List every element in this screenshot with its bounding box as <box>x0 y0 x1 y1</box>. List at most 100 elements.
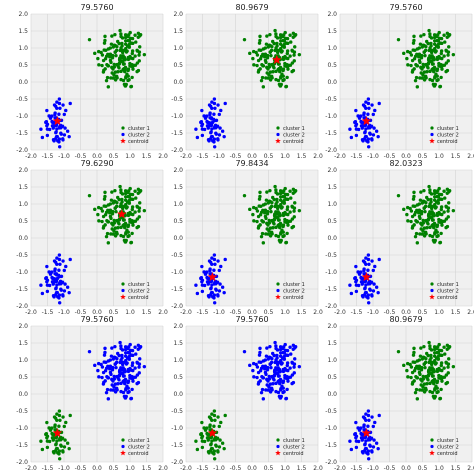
data-point <box>292 371 296 375</box>
data-point <box>118 184 122 189</box>
data-point <box>429 353 433 358</box>
data-point <box>370 137 374 141</box>
data-point <box>110 346 114 350</box>
data-point <box>45 108 49 113</box>
data-point <box>408 50 412 55</box>
data-point <box>432 195 437 199</box>
data-point <box>428 225 432 230</box>
data-point <box>203 116 208 120</box>
x-tick-label: -0.5 <box>75 465 87 472</box>
data-point <box>439 363 443 368</box>
data-point <box>113 382 118 386</box>
data-point <box>138 190 142 194</box>
data-point <box>101 58 106 63</box>
data-point <box>119 344 123 348</box>
data-point <box>57 97 62 101</box>
data-point <box>426 197 430 202</box>
y-tick-label: 1.5 <box>18 340 28 347</box>
data-point <box>263 358 268 362</box>
data-point <box>108 208 113 212</box>
data-point <box>137 209 141 213</box>
data-point <box>126 350 130 355</box>
data-point <box>410 58 415 63</box>
data-point <box>263 211 267 215</box>
data-point <box>62 289 67 293</box>
data-point <box>363 286 367 290</box>
data-point <box>121 204 125 209</box>
data-point <box>116 374 120 379</box>
data-point <box>413 204 417 208</box>
data-point <box>258 194 262 199</box>
x-tick-label: 0.0 <box>92 465 102 472</box>
data-point <box>263 52 268 56</box>
data-point <box>96 368 100 373</box>
data-point <box>104 48 108 52</box>
data-point <box>440 41 444 46</box>
data-point <box>281 224 285 229</box>
data-point <box>435 230 439 234</box>
data-point <box>432 84 436 88</box>
data-point <box>377 257 381 262</box>
data-point <box>214 282 218 286</box>
data-point <box>293 34 297 38</box>
data-point <box>415 85 420 89</box>
data-point <box>354 278 359 283</box>
data-point <box>133 219 138 223</box>
data-point <box>444 225 448 230</box>
data-point <box>127 45 132 49</box>
x-tick-label: 0.0 <box>92 309 102 316</box>
y-tick-label: -2.0 <box>325 147 337 154</box>
data-point <box>272 41 276 46</box>
data-point <box>48 116 53 120</box>
x-tick-label: -2.0 <box>180 465 192 472</box>
data-point <box>117 66 121 70</box>
data-point <box>286 56 290 61</box>
data-point <box>425 218 429 223</box>
data-point <box>100 63 104 68</box>
y-tick-label: -1.0 <box>16 113 28 120</box>
data-point <box>106 397 111 401</box>
legend-marker <box>276 444 280 449</box>
x-tick-label: 1.5 <box>142 465 152 472</box>
legend-label: centroid <box>283 451 304 457</box>
y-tick-label: -1.5 <box>325 442 337 449</box>
data-point <box>292 59 296 63</box>
data-point <box>195 135 200 140</box>
data-point <box>278 213 282 218</box>
data-point <box>443 40 447 44</box>
data-point <box>288 33 292 37</box>
data-point <box>293 45 297 49</box>
data-point <box>126 386 130 390</box>
data-point <box>254 206 258 211</box>
legend-label: cluster 2 <box>283 288 305 294</box>
data-point <box>447 357 451 361</box>
data-point <box>362 267 366 271</box>
data-point <box>117 41 121 46</box>
data-point <box>103 346 107 351</box>
data-point <box>440 368 444 373</box>
data-point <box>283 210 287 215</box>
data-point <box>108 58 113 63</box>
data-point <box>223 257 227 262</box>
data-point <box>214 131 218 135</box>
y-tick-label: -2.0 <box>16 303 28 310</box>
x-tick-label: 0.5 <box>418 465 428 472</box>
data-point <box>213 418 217 422</box>
data-point <box>104 204 108 208</box>
legend-label: cluster 2 <box>283 444 305 450</box>
data-point <box>417 208 422 212</box>
data-point <box>274 210 278 214</box>
data-point <box>275 216 280 220</box>
data-point <box>420 232 424 236</box>
data-point <box>421 218 425 223</box>
data-point <box>421 377 426 381</box>
data-point <box>268 206 272 210</box>
data-point <box>130 205 135 209</box>
data-point <box>123 39 128 43</box>
data-point <box>216 415 220 419</box>
data-point <box>205 280 210 284</box>
legend-marker <box>430 444 434 449</box>
data-point <box>209 286 213 290</box>
x-tick-label: 1.5 <box>297 465 307 472</box>
data-point <box>281 230 285 234</box>
